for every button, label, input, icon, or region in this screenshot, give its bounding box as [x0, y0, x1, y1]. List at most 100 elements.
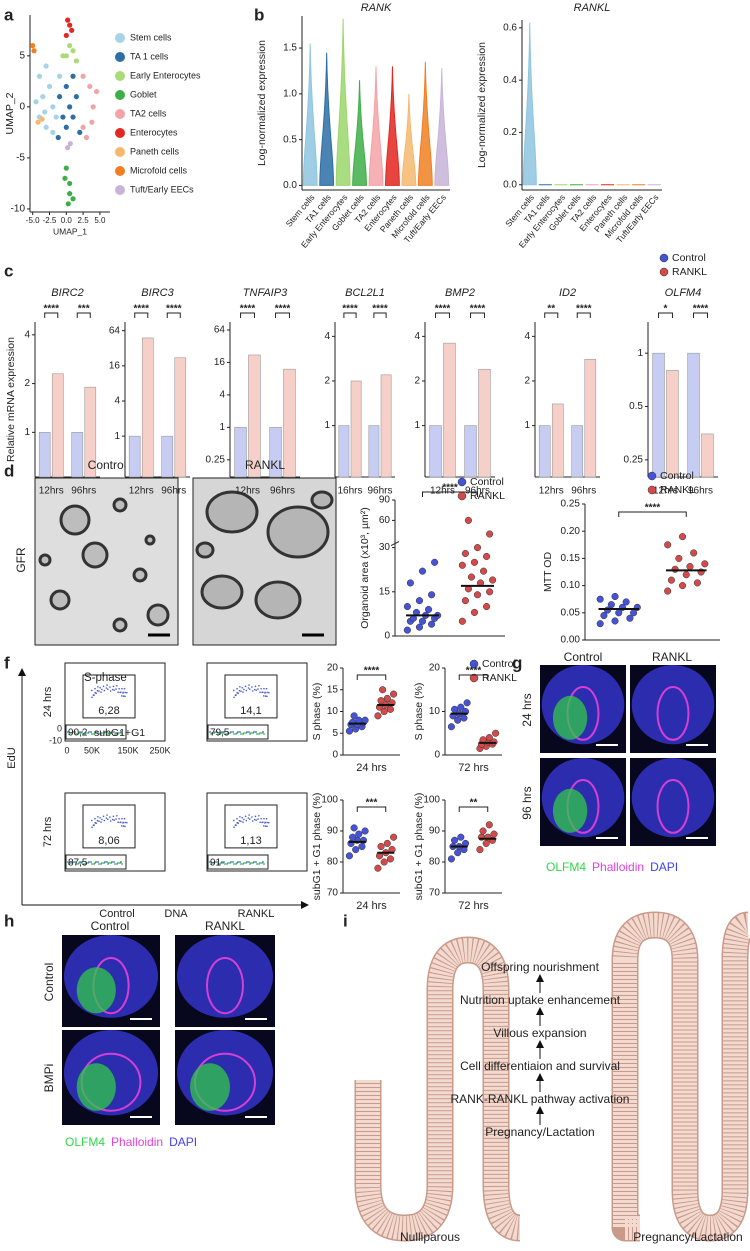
y-axis-label: subG1 + G1 phase (%)	[311, 793, 323, 901]
decoration	[224, 863, 226, 865]
point	[361, 716, 369, 724]
y-tick-label: 0.25	[561, 499, 581, 510]
point	[622, 598, 630, 606]
y-tick-label: 0.15	[561, 553, 581, 564]
gate-label: S-phase	[84, 672, 127, 684]
x-tick-label: 12hrs	[235, 486, 260, 497]
x-tick-label: 96hrs	[688, 486, 713, 497]
x-tick-label: 96hrs	[270, 486, 295, 497]
decoration	[259, 732, 261, 734]
point	[380, 707, 388, 716]
decoration	[263, 687, 265, 690]
legend-marker	[647, 485, 657, 495]
decoration	[631, 758, 715, 838]
decoration	[90, 731, 92, 733]
decoration	[244, 815, 247, 818]
decoration	[121, 863, 123, 865]
point	[480, 567, 488, 575]
point	[56, 94, 63, 100]
legend-marker	[115, 33, 125, 43]
decoration	[112, 685, 115, 688]
y-axis-label: Organoid area (x10³, µm²)	[359, 507, 371, 629]
point	[460, 714, 468, 722]
x-tick-label: 50K	[84, 745, 100, 755]
decoration	[239, 731, 241, 733]
decoration	[261, 821, 263, 824]
y-tick-label: 90	[429, 826, 441, 837]
decoration	[123, 687, 126, 690]
decoration	[97, 861, 99, 863]
legend-label: Tuft/Early EECs	[130, 184, 194, 194]
point	[428, 620, 436, 628]
x-axis-label: 24 hrs	[356, 762, 387, 774]
y-tick-label: 0	[434, 750, 440, 761]
decoration	[91, 689, 93, 692]
significance-bracket	[470, 312, 485, 318]
column-label: Control	[564, 650, 603, 664]
x-tick-label: 96hrs	[71, 486, 96, 497]
decoration	[223, 861, 225, 863]
point	[403, 626, 411, 634]
significance-label: ****	[275, 304, 291, 315]
bar	[551, 403, 564, 478]
stain-label: Phalloidin	[111, 1135, 163, 1149]
row-label: 72 hrs	[42, 816, 54, 847]
gate-value: 90,2	[68, 728, 88, 739]
decoration	[233, 733, 235, 735]
y-axis-label: S phase (%)	[413, 683, 425, 741]
decoration	[242, 691, 244, 693]
point	[486, 530, 494, 538]
decoration	[113, 689, 116, 691]
decoration	[265, 817, 268, 820]
stain-label: DAPI	[169, 1135, 197, 1149]
significance-label: ****	[576, 304, 592, 315]
column-label: RANKL	[245, 458, 285, 472]
decoration	[72, 861, 74, 863]
significance-label: ****	[435, 304, 451, 315]
point	[374, 864, 382, 872]
decoration	[240, 820, 242, 823]
decoration	[120, 695, 123, 697]
decoration	[65, 724, 127, 740]
chart-title: TNFAIP3	[243, 287, 288, 299]
decoration	[76, 1063, 116, 1111]
y-tick-label: 90	[379, 495, 391, 506]
decoration	[240, 690, 242, 693]
decoration	[263, 863, 265, 865]
significance-bracket	[576, 312, 591, 318]
point	[352, 846, 360, 854]
y-tick-label: 1.5	[283, 43, 297, 54]
point	[65, 201, 71, 207]
point	[358, 842, 366, 851]
y-tick-label: 1	[414, 420, 420, 431]
decoration	[259, 691, 261, 694]
point	[450, 836, 459, 844]
decoration	[123, 817, 126, 820]
y-tick-label: 0.25	[624, 454, 644, 465]
decoration	[251, 686, 253, 688]
y-tick-label: 0.5	[283, 134, 297, 145]
decoration	[91, 826, 93, 829]
decoration	[239, 861, 241, 863]
decoration	[242, 821, 244, 823]
bar	[234, 427, 247, 478]
significance-bracket	[373, 312, 387, 318]
decoration	[248, 861, 250, 863]
decoration	[356, 938, 522, 1240]
decoration	[237, 861, 239, 863]
violin	[385, 66, 400, 186]
legend-marker	[115, 147, 125, 157]
point	[463, 699, 471, 707]
significance-label: ****	[645, 503, 661, 514]
decoration	[99, 686, 101, 689]
column-label: RANKL	[205, 919, 245, 933]
decoration	[102, 685, 105, 688]
decoration	[237, 731, 239, 733]
point	[63, 165, 69, 171]
y-tick-label: 0.0	[503, 179, 517, 190]
decoration	[101, 688, 103, 691]
point	[473, 544, 482, 552]
x-tick-label: 12hrs	[129, 486, 154, 497]
violin	[522, 22, 537, 186]
violin	[434, 68, 450, 186]
